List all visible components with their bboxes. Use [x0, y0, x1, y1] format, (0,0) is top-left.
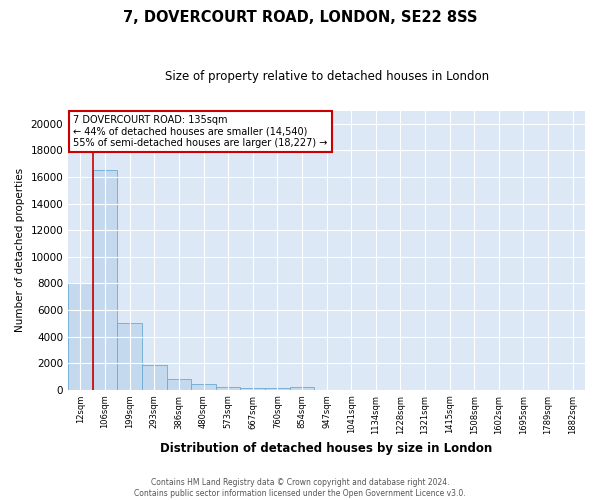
- Text: Contains HM Land Registry data © Crown copyright and database right 2024.
Contai: Contains HM Land Registry data © Crown c…: [134, 478, 466, 498]
- Bar: [167, 379, 191, 390]
- Bar: [241, 388, 265, 390]
- Text: 7, DOVERCOURT ROAD, LONDON, SE22 8SS: 7, DOVERCOURT ROAD, LONDON, SE22 8SS: [123, 10, 477, 25]
- Bar: [118, 323, 142, 390]
- Bar: [216, 387, 241, 390]
- Text: 7 DOVERCOURT ROAD: 135sqm
← 44% of detached houses are smaller (14,540)
55% of s: 7 DOVERCOURT ROAD: 135sqm ← 44% of detac…: [73, 114, 328, 148]
- Bar: [142, 365, 167, 390]
- Title: Size of property relative to detached houses in London: Size of property relative to detached ho…: [164, 70, 488, 83]
- Bar: [265, 388, 290, 390]
- Bar: [93, 170, 118, 390]
- Bar: [290, 387, 314, 390]
- Bar: [68, 284, 93, 390]
- Bar: [191, 384, 216, 390]
- Y-axis label: Number of detached properties: Number of detached properties: [15, 168, 25, 332]
- X-axis label: Distribution of detached houses by size in London: Distribution of detached houses by size …: [160, 442, 493, 455]
